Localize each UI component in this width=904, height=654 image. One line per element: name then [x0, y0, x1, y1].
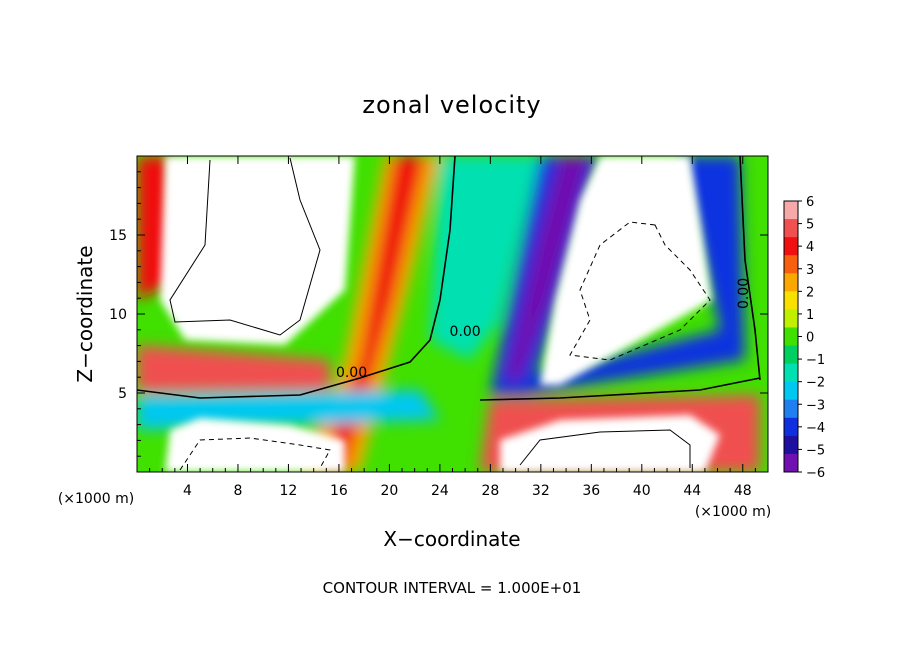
colorbar-tick-label: −5 — [806, 443, 825, 458]
contour-positive-lower-right — [519, 429, 691, 468]
colorbar-tick-label: 0 — [806, 331, 814, 346]
colorbar-swatch — [784, 453, 798, 473]
colorbar-swatch — [784, 237, 798, 256]
x-tick-label: 4 — [183, 483, 192, 499]
y-tick-label: 5 — [118, 386, 127, 402]
x-axis: 4 8 12 16 20 24 28 32 36 40 44 48 — [149, 156, 756, 499]
contour-labels: 0.00 0.00 0.00 — [336, 278, 752, 381]
colorbar-tick-label: −6 — [806, 466, 825, 481]
x-tick-label: 16 — [330, 483, 348, 499]
contour-label: 0.00 — [336, 365, 367, 381]
colorbar-swatch — [784, 201, 798, 220]
colorbar-tick-label: 4 — [806, 240, 814, 255]
contour-negative-lower-left — [179, 437, 331, 471]
x-unit-left: (×1000 m) — [58, 491, 134, 507]
contour-label: 0.00 — [736, 278, 752, 309]
colorbar-tick-label: 6 — [806, 195, 814, 210]
heatmap-field — [137, 156, 768, 472]
colorbar-swatch — [784, 381, 798, 401]
field-white-lower-left — [165, 418, 345, 472]
colorbar-tick-label: −4 — [806, 421, 825, 436]
x-tick-label: 12 — [280, 483, 298, 499]
colorbar-tick-label: −3 — [806, 398, 825, 413]
colorbar-swatch — [784, 219, 798, 238]
colorbar: 6 5 4 3 2 1 0 −1 −2 −3 −4 −5 −6 — [783, 195, 825, 481]
x-tick-label: 44 — [683, 483, 701, 499]
field-low-red-layer — [137, 345, 330, 392]
x-unit-right: (×1000 m) — [695, 504, 771, 520]
contour-positive-upper-left — [169, 157, 321, 336]
field-white-lower-right — [500, 415, 720, 472]
contour-negative-upper-right — [569, 221, 711, 361]
colorbar-tick-label: −1 — [806, 353, 825, 368]
y-tick-label: 15 — [109, 228, 127, 244]
x-tick-label: 32 — [532, 483, 550, 499]
colorbar-swatch — [784, 327, 798, 347]
x-tick-label: 24 — [431, 483, 449, 499]
field-negative-jet-core — [505, 156, 590, 380]
colorbar-swatch — [784, 417, 798, 437]
colorbar-swatch — [784, 309, 798, 328]
contour-interval-footer: CONTOUR INTERVAL = 1.000E+01 — [323, 579, 582, 597]
x-tick-label: 36 — [582, 483, 600, 499]
y-axis: 5 10 15 — [109, 171, 768, 457]
colorbar-tick-label: −2 — [806, 376, 825, 391]
colorbar-tick-label: 1 — [806, 308, 814, 323]
colorbar-swatch — [784, 273, 798, 292]
colorbar-swatch — [784, 399, 798, 419]
y-axis-label: Z−coordinate — [73, 245, 97, 382]
colorbar-tick-label: 5 — [806, 218, 814, 233]
x-tick-label: 48 — [734, 483, 752, 499]
x-tick-label: 20 — [380, 483, 398, 499]
y-tick-label: 10 — [109, 307, 127, 323]
x-tick-label: 28 — [481, 483, 499, 499]
colorbar-swatch — [784, 345, 798, 365]
x-tick-label: 40 — [633, 483, 651, 499]
colorbar-swatch — [784, 435, 798, 455]
colorbar-tick-label: 2 — [806, 285, 814, 300]
contour-zero-line-low — [479, 377, 761, 401]
field-positive-jet-core — [318, 156, 425, 472]
colorbar-tick-label: 3 — [806, 263, 814, 278]
field-white-upper-right — [540, 156, 712, 385]
contour-zero-line-right — [739, 156, 761, 381]
colorbar-swatch — [784, 255, 798, 274]
contour-label: 0.00 — [450, 324, 481, 340]
colorbar-swatch — [784, 291, 798, 310]
contour-zero-line — [137, 156, 456, 399]
x-axis-label: X−coordinate — [383, 527, 520, 551]
field-right-blue — [520, 156, 745, 395]
x-tick-label: 8 — [233, 483, 242, 499]
contour-lines — [137, 156, 761, 471]
field-cyan-region — [430, 156, 540, 360]
colorbar-swatch — [784, 363, 798, 383]
chart-title: zonal velocity — [362, 91, 541, 119]
